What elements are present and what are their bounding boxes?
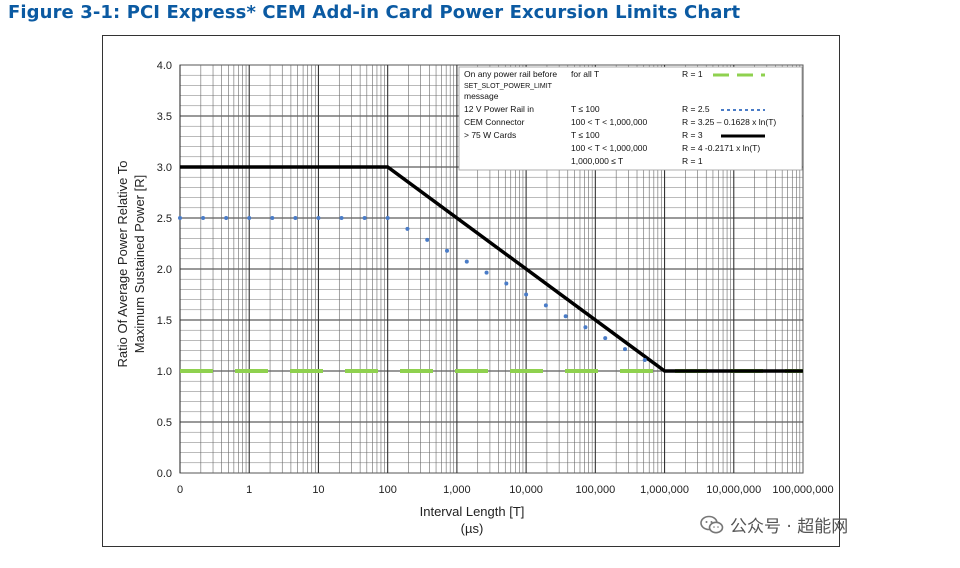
legend-cell: CEM Connector: [464, 117, 525, 127]
series-blue-point: [405, 226, 410, 231]
y-axis-label-line1: Ratio Of Average Power Relative To: [115, 161, 130, 368]
legend-cell: for all T: [571, 69, 599, 79]
series-blue-point: [339, 216, 344, 220]
legend-cell: T ≤ 100: [571, 130, 600, 140]
legend-cell: T ≤ 100: [571, 104, 600, 114]
series-blue-point: [224, 216, 229, 220]
legend-cell: R = 2.5: [682, 104, 710, 114]
series-blue-point: [504, 281, 509, 286]
series-blue-point: [425, 237, 430, 242]
legend-cell: 100 < T < 1,000,000: [571, 143, 648, 153]
legend-cell: SET_SLOT_POWER_LIMIT: [464, 83, 553, 90]
legend-cell: 12 V Power Rail in: [464, 104, 534, 114]
x-axis-unit: (µs): [461, 521, 484, 536]
wechat-icon: [700, 515, 724, 533]
series-blue-point: [201, 216, 206, 220]
legend-box: [458, 66, 803, 171]
y-tick-label: 3.5: [157, 111, 172, 123]
series-blue-point: [464, 259, 469, 264]
series-blue-point: [623, 347, 627, 352]
y-tick-label: 1.5: [157, 315, 172, 327]
y-tick-label: 2.5: [157, 213, 172, 225]
watermark: 公众号 · 超能网: [700, 512, 848, 537]
y-tick-label: 3.0: [157, 162, 172, 174]
x-tick-label: 10: [312, 484, 324, 496]
x-axis-label: Interval Length [T]: [420, 504, 525, 519]
legend-cell: On any power rail before: [464, 69, 557, 79]
y-tick-label: 4.0: [157, 60, 172, 72]
x-tick-label: 100: [378, 484, 396, 496]
series-blue-point: [583, 325, 588, 330]
legend-cell: R = 1: [682, 156, 703, 166]
legend-cell: 1,000,000 ≤ T: [571, 156, 623, 166]
series-blue-point: [642, 357, 647, 362]
series-blue-point: [484, 270, 489, 275]
y-tick-label: 2.0: [157, 264, 172, 276]
x-tick-label: 1,000: [443, 484, 471, 496]
x-tick-label: 100,000,000: [772, 484, 833, 496]
series-blue-point: [385, 216, 390, 220]
x-tick-label: 10,000,000: [706, 484, 761, 496]
chart-svg: On any power rail before for all T R = 1 SE…: [115, 60, 834, 536]
series-blue-point: [524, 292, 529, 297]
x-tick-label: 10,000: [509, 484, 543, 496]
series-blue-point: [316, 216, 321, 220]
legend-cell: message: [464, 91, 499, 101]
legend-cell: R = 3.25 – 0.1628 x ln(T): [682, 117, 776, 127]
chart-frame: On any power rail before for all T R = 1 SE…: [102, 35, 840, 547]
series-blue-point: [543, 303, 548, 308]
series-group: [178, 165, 803, 373]
x-tick-label: 1,000,000: [640, 484, 689, 496]
x-tick-label: 1: [246, 484, 252, 496]
series-blue-point: [563, 314, 568, 319]
x-tick-label: 0: [177, 484, 183, 496]
series-blue-point: [362, 216, 367, 220]
series-blue-point: [293, 216, 298, 220]
series-blue-point: [178, 216, 182, 220]
watermark-text: 公众号 · 超能网: [730, 517, 849, 537]
series-blue-point: [445, 248, 449, 253]
y-tick-label: 0.0: [157, 468, 172, 480]
figure-title: Figure 3-1: PCI Express* CEM Add-in Card…: [8, 2, 741, 23]
series-blue-point: [603, 336, 608, 341]
legend-cell: 100 < T < 1,000,000: [571, 117, 648, 127]
legend-cell: R = 4 -0.2171 x ln(T): [682, 143, 760, 153]
tick-labels: 0.0 0.5 1.0 1.5 2.0 2.5 3.0 3.5 4.0 0 1 10 100 1,000 1…: [157, 60, 834, 496]
series-blue-point: [270, 216, 275, 220]
y-axis-label-line2: Maximum Sustained Power [R]: [132, 175, 147, 353]
legend-cell: > 75 W Cards: [464, 130, 516, 140]
y-tick-label: 1.0: [157, 366, 172, 378]
legend-cell: R = 1: [682, 69, 703, 79]
y-tick-label: 0.5: [157, 417, 172, 429]
x-tick-label: 100,000: [575, 484, 615, 496]
series-blue-point: [247, 216, 252, 220]
legend-cell: R = 3: [682, 130, 703, 140]
series-black-r3: [180, 165, 803, 373]
legend: On any power rail before for all T R = 1 SE…: [458, 66, 803, 171]
